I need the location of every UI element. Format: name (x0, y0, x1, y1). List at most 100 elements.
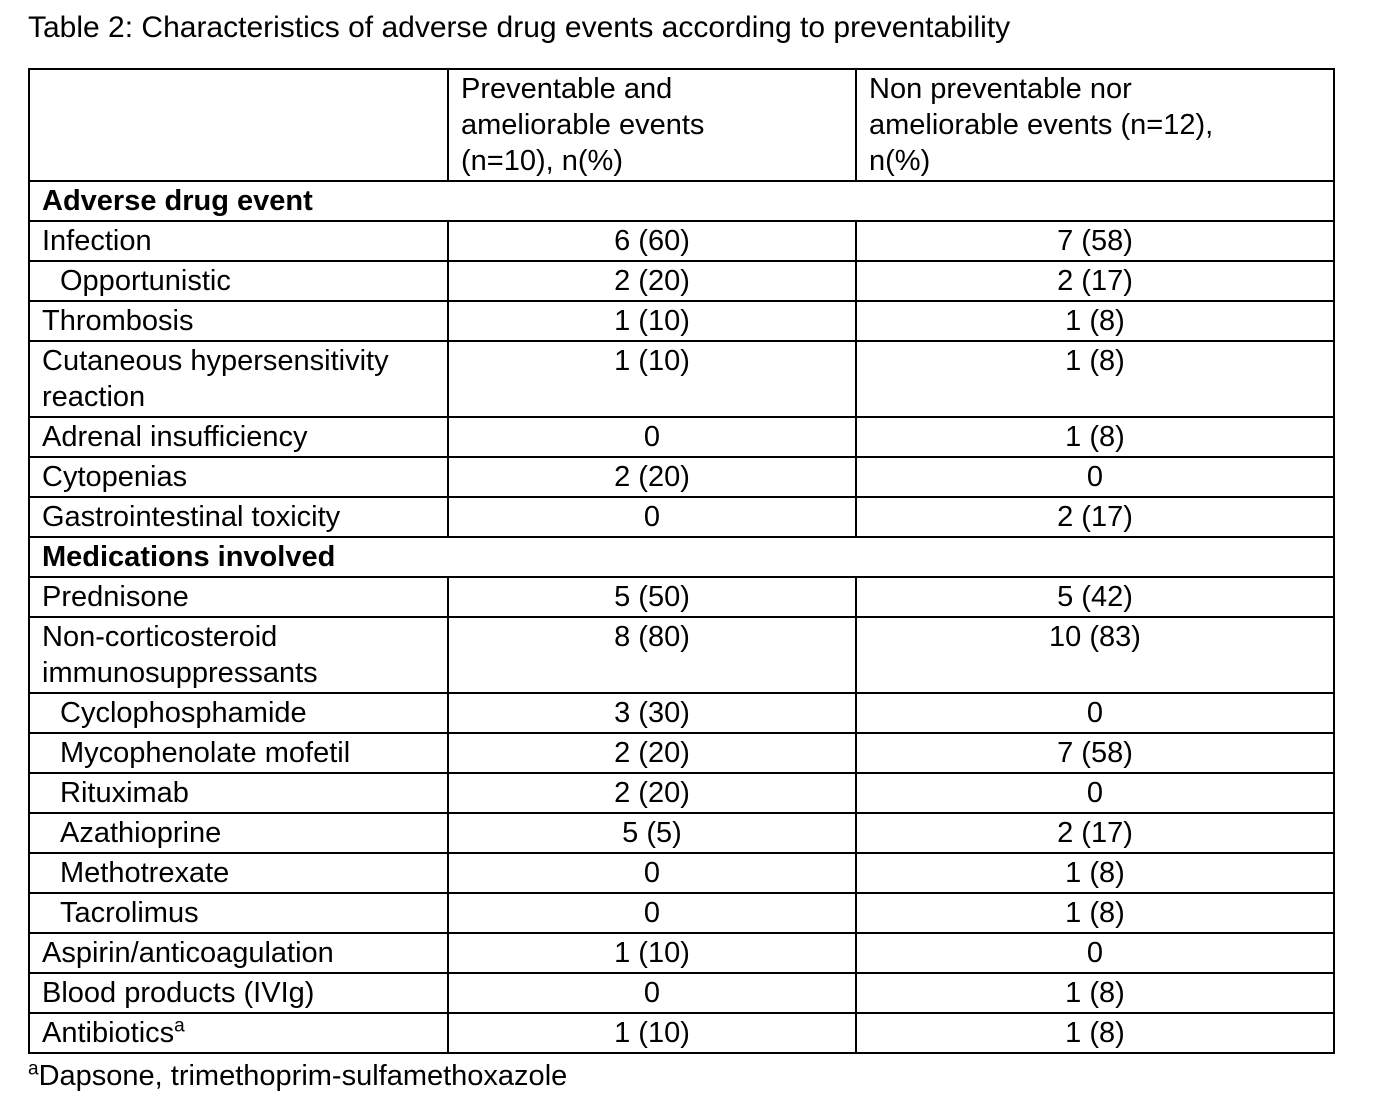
table-row: Azathioprine 5 (5) 2 (17) (28, 812, 1335, 854)
row-label-text: Mycophenolate mofetil (60, 737, 351, 769)
row-label: Gastrointestinal toxicity (28, 496, 449, 538)
row-label-text: Blood products (IVIg) (42, 977, 315, 1009)
non-preventable-value: 7 (58) (855, 220, 1335, 262)
row-label: Prednisone (28, 576, 449, 618)
preventable-value: 0 (447, 972, 857, 1014)
row-label-text: Prednisone (42, 581, 189, 613)
footnote-marker: a (28, 1058, 39, 1080)
preventable-value: 2 (20) (447, 732, 857, 774)
row-label-text: Infection (42, 225, 152, 257)
preventable-value: 8 (80) (447, 616, 857, 694)
non-preventable-value: 5 (42) (855, 576, 1335, 618)
preventable-value: 1 (10) (447, 340, 857, 418)
table-row: Thrombosis 1 (10) 1 (8) (28, 300, 1335, 342)
table-row: Tacrolimus 0 1 (8) (28, 892, 1335, 934)
preventable-value: 0 (447, 892, 857, 934)
row-label-text: Rituximab (60, 777, 189, 809)
column-header-empty (28, 68, 449, 182)
row-label-text: Antibiotics (42, 1017, 175, 1049)
row-label-text: Azathioprine (60, 817, 222, 849)
non-preventable-value: 1 (8) (855, 300, 1335, 342)
table-row: Cytopenias 2 (20) 0 (28, 456, 1335, 498)
row-label-text: Opportunistic (60, 265, 231, 297)
row-label: Rituximab (28, 772, 449, 814)
non-preventable-value: 0 (855, 456, 1335, 498)
non-preventable-value: 0 (855, 932, 1335, 974)
row-label-text: Cutaneous hypersensitivity reaction (42, 345, 389, 413)
footnote: aDapsone, trimethoprim-sulfamethoxazole (28, 1059, 1377, 1093)
footnote-text: Dapsone, trimethoprim-sulfamethoxazole (38, 1060, 568, 1092)
preventable-value: 2 (20) (447, 456, 857, 498)
row-label: Opportunistic (28, 260, 449, 302)
non-preventable-value: 0 (855, 692, 1335, 734)
section-header-row: Medications involved (28, 536, 1335, 578)
row-label-text: Methotrexate (60, 857, 230, 889)
preventable-value: 1 (10) (447, 932, 857, 974)
row-label: Antibioticsa (28, 1012, 449, 1054)
non-preventable-value: 1 (8) (855, 340, 1335, 418)
preventable-value: 2 (20) (447, 260, 857, 302)
row-label: Tacrolimus (28, 892, 449, 934)
preventable-value: 0 (447, 416, 857, 458)
table-row: Adrenal insufficiency 0 1 (8) (28, 416, 1335, 458)
preventable-value: 3 (30) (447, 692, 857, 734)
row-label-text: Cytopenias (42, 461, 188, 493)
row-label: Infection (28, 220, 449, 262)
non-preventable-value: 0 (855, 772, 1335, 814)
table-row: Prednisone 5 (50) 5 (42) (28, 576, 1335, 618)
preventable-value: 0 (447, 852, 857, 894)
preventable-value: 0 (447, 496, 857, 538)
non-preventable-value: 1 (8) (855, 972, 1335, 1014)
table-row: Rituximab 2 (20) 0 (28, 772, 1335, 814)
section-header: Medications involved (28, 536, 1335, 578)
table-caption: Table 2: Characteristics of adverse drug… (28, 11, 1011, 44)
non-preventable-value: 2 (17) (855, 260, 1335, 302)
non-preventable-value: 2 (17) (855, 812, 1335, 854)
row-label: Azathioprine (28, 812, 449, 854)
row-label-text: Cyclophosphamide (60, 697, 307, 729)
table-row: Opportunistic 2 (20) 2 (17) (28, 260, 1335, 302)
row-label-text: Adrenal insufficiency (42, 421, 308, 453)
non-preventable-value: 1 (8) (855, 852, 1335, 894)
column-header-preventable: Preventable and ameliorable events (n=10… (447, 68, 857, 182)
non-preventable-value: 1 (8) (855, 892, 1335, 934)
preventable-value: 5 (50) (447, 576, 857, 618)
row-label: Thrombosis (28, 300, 449, 342)
table-row: Mycophenolate mofetil 2 (20) 7 (58) (28, 732, 1335, 774)
non-preventable-value: 2 (17) (855, 496, 1335, 538)
non-preventable-value: 7 (58) (855, 732, 1335, 774)
row-label: Aspirin/anticoagulation (28, 932, 449, 974)
table-body: Adverse drug event Infection 6 (60) 7 (58) O… (28, 180, 1335, 1054)
table-row: Infection 6 (60) 7 (58) (28, 220, 1335, 262)
row-label: Cyclophosphamide (28, 692, 449, 734)
header-row: Preventable and ameliorable events (n=10… (28, 68, 1335, 182)
table-row: Cutaneous hypersensitivity reaction 1 (10… (28, 340, 1335, 418)
row-label-text: Tacrolimus (60, 897, 199, 929)
row-label: Mycophenolate mofetil (28, 732, 449, 774)
row-label-text: Thrombosis (42, 305, 194, 337)
row-label-text: Aspirin/anticoagulation (42, 937, 334, 969)
table-row: Antibioticsa 1 (10) 1 (8) (28, 1012, 1335, 1054)
column-header-preventable-text: Preventable and ameliorable events (n=10… (461, 73, 705, 177)
footnote-marker-ref: a (174, 1015, 185, 1037)
row-label: Adrenal insufficiency (28, 416, 449, 458)
table-row: Cyclophosphamide 3 (30) 0 (28, 692, 1335, 734)
adverse-events-table: Preventable and ameliorable events (n=10… (28, 68, 1335, 1054)
table-row: Gastrointestinal toxicity 0 2 (17) (28, 496, 1335, 538)
non-preventable-value: 10 (83) (855, 616, 1335, 694)
row-label: Cutaneous hypersensitivity reaction (28, 340, 449, 418)
table-row: Methotrexate 0 1 (8) (28, 852, 1335, 894)
row-label: Cytopenias (28, 456, 449, 498)
preventable-value: 6 (60) (447, 220, 857, 262)
row-label: Methotrexate (28, 852, 449, 894)
row-label: Blood products (IVIg) (28, 972, 449, 1014)
row-label: Non-corticosteroid immunosuppressants (28, 616, 449, 694)
row-label-text: Gastrointestinal toxicity (42, 501, 341, 533)
section-header: Adverse drug event (28, 180, 1335, 222)
table-row: Non-corticosteroid immunosuppressants 8 (… (28, 616, 1335, 694)
preventable-value: 1 (10) (447, 1012, 857, 1054)
column-header-non-preventable: Non preventable nor ameliorable events (… (855, 68, 1335, 182)
preventable-value: 2 (20) (447, 772, 857, 814)
non-preventable-value: 1 (8) (855, 416, 1335, 458)
